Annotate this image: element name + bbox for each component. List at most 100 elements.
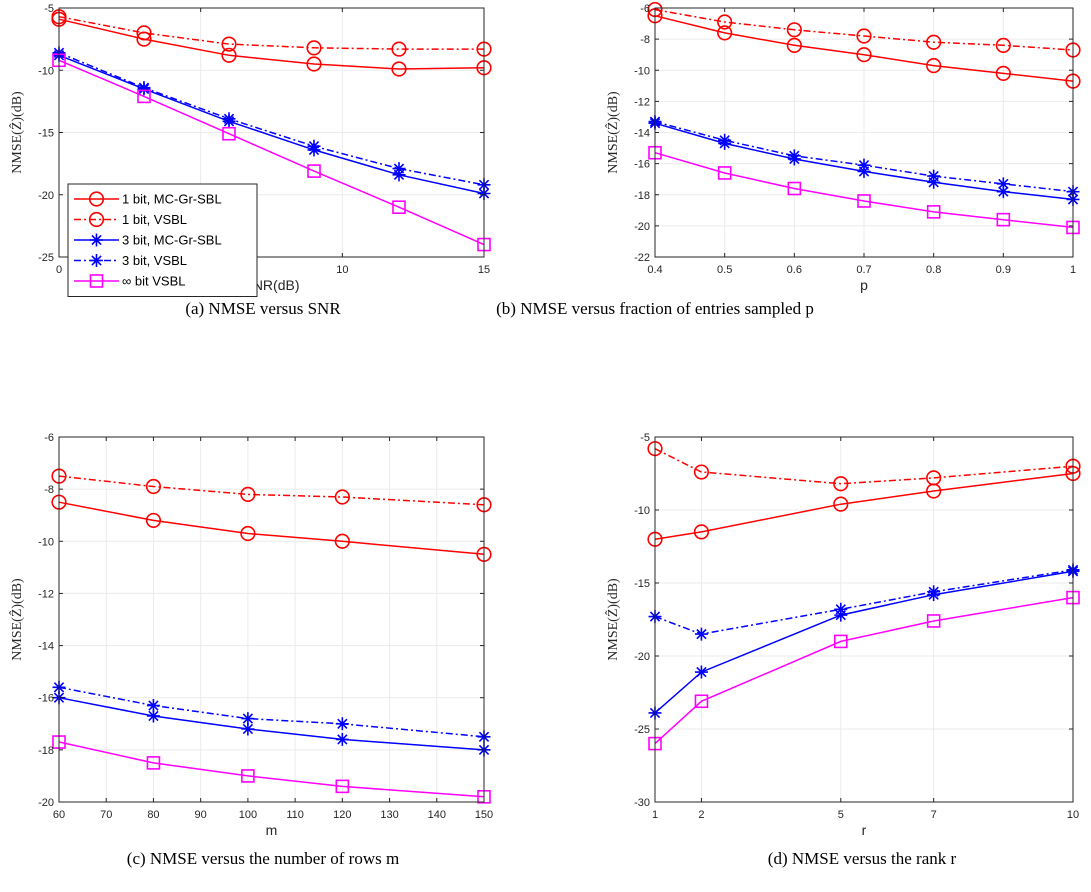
y-axis-label: NMSE(Ẑ)(dB) [604,578,621,661]
data-point [694,627,708,641]
series-line [58,52,485,186]
x-tick-label: 150 [475,809,493,821]
series-line [654,448,1074,485]
series-line [654,151,1074,229]
y-tick-label: -20 [634,221,650,233]
data-point [996,177,1010,191]
y-tick-label: -8 [640,34,650,46]
data-point [136,25,152,41]
data-point [718,133,732,147]
series-line [654,8,1074,51]
chart-panel-1: 051015-25-20-15-10-5SNR(dB)NMSE(Ẑ)(dB)(a… [8,3,492,318]
x-tick-label: 0.8 [926,264,941,276]
y-tick-label: -16 [38,693,54,705]
data-point [786,37,802,53]
y-axis-label: NMSE(Ẑ)(dB) [8,91,25,174]
x-axis-label: p [860,277,868,293]
y-tick-label: -6 [44,432,54,444]
y-tick-label: -25 [634,724,650,736]
data-point [927,585,941,599]
data-point [334,533,350,549]
data-point [334,489,350,505]
data-point [833,476,849,492]
data-point [926,57,942,74]
series-1 [51,494,492,562]
y-tick-label: -10 [634,505,650,517]
data-point [335,779,350,794]
x-tick-label: 120 [333,809,351,821]
data-point [926,34,942,50]
data-point [137,89,151,104]
data-point [241,712,255,726]
x-tick-label: 0 [56,264,62,276]
series-line [58,59,485,246]
y-tick-label: -22 [634,252,650,264]
data-point [306,56,322,72]
data-point [391,41,407,57]
x-tick-label: 0.9 [996,264,1011,276]
series-line [58,501,485,556]
legend-swatch-marker [88,211,105,228]
series-2 [647,1,1081,58]
subfigure-caption: (b) NMSE versus fraction of entries samp… [496,299,814,318]
y-tick-label: -18 [38,745,54,757]
y-tick-label: -14 [634,128,650,140]
data-point [146,709,160,723]
series-line [58,475,485,506]
data-point [240,486,256,502]
chart-panel-4: 1 2 5 7 10 -30 -25 -20 -15 -10 -5 r NMSE(Ẑ)(dB) (d) N… [604,432,1081,868]
legend-entry: 3 bit, MC-Gr-SBL [122,233,222,248]
data-point [335,732,349,746]
chart-panel-2: 0.4 0.5 0.6 0.7 0.8 0.9 1 -22 -20 -18 -16 -14 -12 -10… [496,1,1081,318]
y-tick-label: -8 [44,484,54,496]
data-point [137,81,151,95]
x-tick-label: 60 [53,809,65,821]
data-point [787,181,802,196]
y-tick-label: -16 [634,159,650,171]
x-tick-label: 1 [1070,264,1076,276]
legend-swatch-marker [89,274,104,288]
data-point [335,717,349,731]
legend-entry: 1 bit, MC-Gr-SBL [122,192,222,207]
subfigure-caption: (c) NMSE versus the number of rows m [127,849,399,868]
data-point [222,126,236,141]
legend-swatch-marker [90,254,103,267]
data-point [926,205,941,219]
y-tick-label: -5 [640,432,650,444]
y-tick-label: -10 [634,65,650,77]
y-tick-label: -15 [38,128,54,140]
data-point [146,699,160,713]
y-tick-label: -12 [634,96,650,108]
x-tick-label: 5 [838,809,844,821]
y-tick-label: -25 [38,252,54,264]
series-3 [52,48,491,201]
series-line [58,741,485,798]
data-point [927,169,941,183]
x-tick-label: 70 [100,809,112,821]
x-tick-label: 90 [195,809,207,821]
data-point [145,478,162,495]
x-tick-label: 10 [1067,809,1079,821]
x-tick-label: 80 [147,809,159,821]
y-tick-label: -5 [44,3,54,15]
data-point [241,769,255,783]
data-point [926,470,942,486]
legend-entry: 1 bit, VSBL [122,212,187,227]
series-line [654,569,1074,635]
series-5 [648,590,1080,751]
legend: 1 bit, MC-Gr-SBL 1 bit, VSBL 3 bit, MC-Gr-… [67,183,258,297]
y-axis-label: NMSE(Ẑ)(dB) [8,578,25,661]
x-tick-label: 130 [380,809,398,821]
y-tick-label: -14 [38,641,54,653]
x-tick-label: 0.7 [856,264,871,276]
x-tick-label: 0.5 [717,264,732,276]
data-point [996,212,1011,227]
x-tick-label: 110 [286,809,304,821]
data-point [787,149,801,163]
plot-frame [58,436,485,803]
data-point [241,722,255,736]
series-2 [51,468,492,513]
x-tick-label: 15 [478,264,490,276]
data-point [857,194,871,208]
